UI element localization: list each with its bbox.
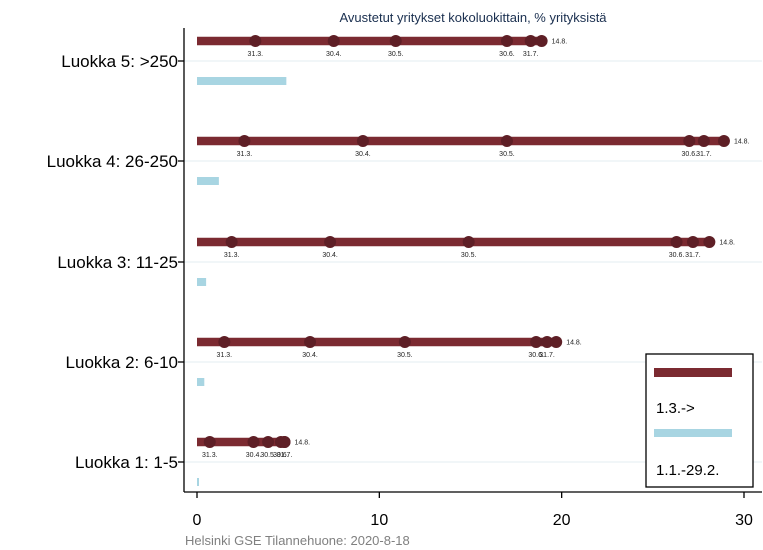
dot-label-4-1: 30.4. — [246, 452, 262, 459]
legend-swatch-previous — [654, 429, 732, 437]
dot-label-3-3: 30.6. — [528, 352, 544, 359]
dot-3-5 — [550, 336, 563, 348]
dot-3-2 — [398, 336, 411, 348]
dot-label-1-5: 14.8. — [734, 139, 750, 146]
x-tick-label-2: 20 — [553, 512, 571, 529]
dot-label-0-1: 30.4. — [326, 51, 342, 58]
dot-label-4-4: 31.7. — [277, 452, 293, 459]
dot-label-3-1: 30.4. — [302, 352, 318, 359]
x-tick-label-3: 30 — [735, 512, 753, 529]
dot-label-2-4: 31.7. — [685, 252, 701, 259]
dot-0-4 — [524, 35, 537, 47]
dot-2-4 — [686, 236, 699, 248]
dot-label-3-2: 30.5. — [397, 352, 413, 359]
legend-label-previous: 1.1.-29.2. — [656, 462, 719, 479]
dot-0-5 — [535, 35, 548, 47]
axes: 0 10 20 30 Luokka 5: >250 Luokka 4: 26-250 Luo… — [47, 28, 762, 529]
y-tick-label-2: Luokka 3: 11-25 — [57, 253, 178, 272]
x-tick-label-0: 0 — [193, 512, 202, 529]
dot-3-3 — [530, 336, 543, 348]
legend: 1.3.-> 1.1.-29.2. — [645, 353, 754, 488]
source-caption: Helsinki GSE Tilannehuone: 2020-8-18 — [185, 533, 410, 548]
dot-2-2 — [462, 236, 475, 248]
dot-3-4 — [541, 336, 554, 348]
y-tick-label-3: Luokka 2: 6-10 — [66, 353, 178, 372]
dot-1-3 — [683, 135, 696, 147]
dot-label-4-0: 31.3. — [202, 452, 218, 459]
dot-4-1 — [247, 436, 260, 448]
dot-label-1-2: 30.5. — [499, 151, 515, 158]
dot-label-0-5: 14.8. — [552, 39, 568, 46]
dot-0-3 — [500, 35, 513, 47]
dot-1-1 — [356, 135, 369, 147]
dot-1-2 — [500, 135, 513, 147]
dot-0-2 — [389, 35, 402, 47]
dot-label-1-0: 31.3. — [237, 151, 253, 158]
legend-swatch-current — [654, 368, 732, 377]
dot-4-2 — [262, 436, 275, 448]
dot-label-2-2: 30.5. — [461, 252, 477, 259]
dot-label-3-4: 31.7. — [539, 352, 555, 359]
dot-label-2-0: 31.3. — [224, 252, 240, 259]
y-tick-label-0: Luokka 5: >250 — [61, 52, 178, 71]
chart-title: Avustetut yritykset kokoluokittain, % yr… — [339, 10, 607, 25]
x-tick-label-1: 10 — [370, 512, 388, 529]
dot-2-1 — [324, 236, 337, 248]
dot-label-2-5: 14.8. — [719, 240, 735, 247]
legend-label-current: 1.3.-> — [656, 400, 695, 417]
dot-label-3-0: 31.3. — [217, 352, 233, 359]
dot-4-0 — [203, 436, 216, 448]
dot-3-1 — [304, 336, 317, 348]
dot-label-2-3: 30.6. — [669, 252, 685, 259]
dot-label-0-2: 30.5. — [388, 51, 404, 58]
dot-label-4-3: 30.6. — [273, 452, 289, 459]
dot-0-0 — [249, 35, 262, 47]
dot-label-2-1: 30.4. — [322, 252, 338, 259]
dot-3-0 — [218, 336, 231, 348]
dot-1-0 — [238, 135, 251, 147]
dot-label-4-5: 14.8. — [295, 440, 311, 447]
series-layer: 31.3. 30.4. 30.5. 30.6. 31.7.14.8.31.3. 30.4.… — [197, 35, 750, 486]
dot-4-5 — [278, 436, 291, 448]
dot-label-0-4: 31.7. — [523, 51, 539, 58]
dot-2-5 — [703, 236, 716, 248]
dot-label-1-1: 30.4. — [355, 151, 371, 158]
dot-1-4 — [697, 135, 710, 147]
dot-2-0 — [225, 236, 238, 248]
dot-2-3 — [670, 236, 683, 248]
dot-label-1-4: 31.7. — [696, 151, 712, 158]
dot-1-5 — [717, 135, 730, 147]
dot-label-0-3: 30.6. — [499, 51, 515, 58]
y-tick-label-1: Luokka 4: 26-250 — [47, 152, 178, 171]
dot-label-4-2: 30.5. — [260, 452, 276, 459]
dot-0-1 — [327, 35, 340, 47]
dot-label-1-3: 30.6. — [682, 151, 698, 158]
dot-label-0-0: 31.3. — [248, 51, 264, 58]
y-tick-label-4: Luokka 1: 1-5 — [75, 453, 178, 472]
dot-label-3-5: 14.8. — [566, 340, 582, 347]
